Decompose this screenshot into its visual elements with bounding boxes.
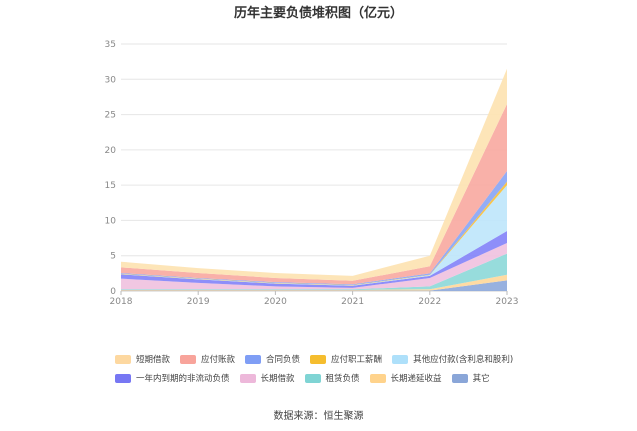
chart-plot: 0 5 10 15 20 25 30 35 2018 2019 2020 2021 2022 2023 (105, 40, 519, 307)
legend-item[interactable]: 其它 (451, 372, 490, 384)
x-tick-label: 2020 (264, 297, 287, 307)
y-tick-label: 35 (105, 40, 116, 50)
legend-swatch (239, 373, 256, 383)
series-area (121, 280, 507, 291)
legend-item[interactable]: 长期递延收益 (369, 372, 442, 384)
area-layer (121, 68, 507, 291)
legend-swatch (451, 373, 468, 383)
legend-row-2: 一年内到期的非流动负债 长期借款 租赁负债 长期递延收益 其它 (115, 372, 500, 384)
legend-swatch (115, 354, 131, 364)
legend-item[interactable]: 合同负债 (245, 353, 300, 365)
legend-label: 短期借款 (136, 355, 171, 365)
axis-layer: 0 5 10 15 20 25 30 35 2018 2019 2020 2021 2022 2023 (105, 40, 519, 307)
legend-swatch (180, 354, 197, 364)
x-tick-label: 2023 (496, 297, 519, 307)
legend-label: 应付职工薪酬 (331, 355, 383, 365)
legend-swatch (310, 354, 327, 364)
legend-item[interactable]: 一年内到期的非流动负债 (115, 372, 230, 384)
data-source: 数据来源：恒生聚源 (273, 411, 364, 422)
legend-label: 长期借款 (260, 374, 295, 384)
y-tick-label: 30 (105, 75, 117, 85)
legend-swatch (392, 354, 409, 364)
x-tick-label: 2018 (110, 297, 133, 307)
x-tick-label: 2019 (187, 297, 210, 307)
series-area (121, 243, 507, 290)
legend-label: 一年内到期的非流动负债 (136, 374, 230, 384)
legend-swatch (245, 354, 262, 364)
legend-row-1: 短期借款 应付账款 合同负债 应付职工薪酬 其他应付款(含利息和股利) (115, 353, 523, 365)
y-tick-label: 25 (105, 111, 116, 121)
legend-label: 合同负债 (266, 355, 301, 365)
y-tick-label: 0 (110, 287, 116, 297)
legend-label: 长期递延收益 (390, 374, 442, 384)
y-tick-label: 5 (110, 252, 116, 262)
legend-item[interactable]: 租赁负债 (304, 372, 360, 384)
legend-item[interactable]: 应付账款 (180, 353, 235, 365)
legend-swatch (369, 373, 386, 383)
legend-item[interactable]: 应付职工薪酬 (310, 353, 382, 365)
legend-swatch (304, 373, 321, 383)
legend-swatch (115, 373, 131, 383)
y-tick-label: 15 (105, 181, 116, 191)
legend-label: 其它 (472, 374, 490, 384)
legend-item[interactable]: 长期借款 (239, 372, 295, 384)
y-tick-label: 10 (105, 216, 117, 226)
legend-item[interactable]: 短期借款 (115, 353, 170, 365)
chart-title: 历年主要负债堆积图（亿元） (233, 6, 403, 21)
legend-label: 应付账款 (201, 355, 236, 365)
legend-label: 其他应付款(含利息和股利) (413, 355, 514, 365)
x-tick-label: 2021 (341, 297, 364, 307)
y-tick-label: 20 (105, 146, 117, 156)
legend-label: 租赁负债 (325, 374, 360, 384)
legend-item[interactable]: 其他应付款(含利息和股利) (392, 353, 513, 365)
x-tick-label: 2022 (418, 297, 441, 307)
